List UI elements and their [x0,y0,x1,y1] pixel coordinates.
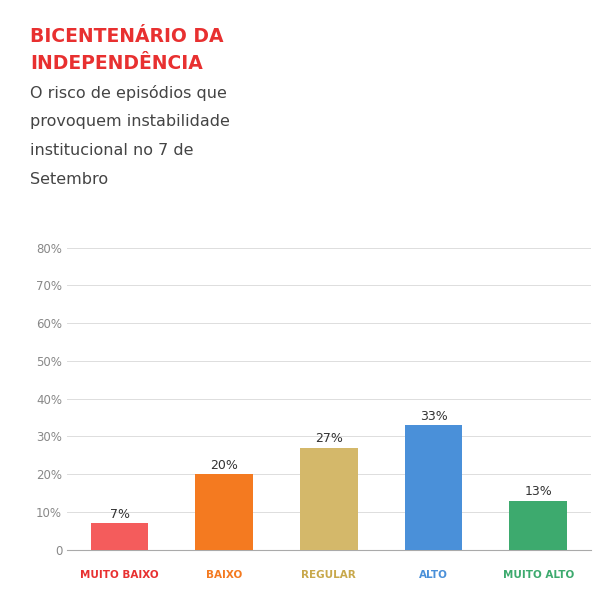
Text: 27%: 27% [315,432,343,446]
Text: institucional no 7 de: institucional no 7 de [30,143,194,158]
Text: 20%: 20% [210,459,238,472]
Text: 33%: 33% [420,410,448,423]
Bar [195,474,253,550]
Bar [405,425,462,550]
Text: provoquem instabilidade: provoquem instabilidade [30,114,230,129]
Text: MUITO ALTO: MUITO ALTO [502,570,574,580]
Text: REGULAR: REGULAR [301,570,356,580]
Text: MUITO BAIXO: MUITO BAIXO [80,570,159,580]
Text: Setembro: Setembro [30,172,108,187]
Bar [509,501,567,550]
Text: ALTO: ALTO [419,570,448,580]
Text: 13%: 13% [524,485,552,498]
Bar [91,523,149,550]
Text: INDEPENDÊNCIA: INDEPENDÊNCIA [30,54,203,73]
Text: O risco de episódios que: O risco de episódios que [30,85,227,100]
Text: 7%: 7% [110,508,130,521]
Text: BICENTENÁRIO DA: BICENTENÁRIO DA [30,27,224,46]
Text: BAIXO: BAIXO [206,570,242,580]
Bar [300,448,357,550]
